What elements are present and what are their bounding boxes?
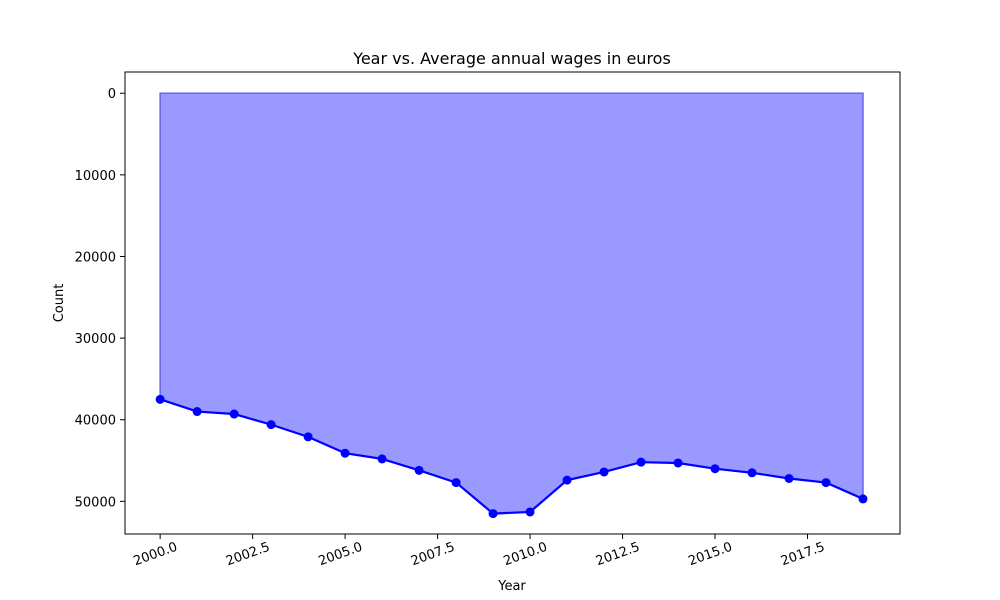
y-axis: 0 10000 20000 30000 40000 50000: [75, 87, 125, 510]
x-tick-label: 2015.0: [687, 540, 735, 570]
x-tick-label: 2012.5: [594, 540, 642, 570]
data-point: [636, 457, 646, 467]
y-tick-label: 50000: [75, 495, 116, 510]
plot-frame: [124, 71, 901, 535]
data-point: [229, 409, 239, 419]
x-axis: 2000.0 2002.5 2005.0 2007.5 2010.0 2012.5 2015…: [132, 534, 827, 569]
data-point: [340, 448, 350, 458]
data-point: [192, 407, 202, 417]
y-tick-label: 40000: [75, 414, 116, 429]
data-point: [451, 478, 461, 488]
series-line: [159, 398, 864, 515]
data-point: [784, 473, 794, 483]
data-point: [858, 494, 868, 504]
x-tick-label: 2007.5: [409, 540, 457, 570]
y-tick-label: 0: [108, 87, 116, 102]
chart-title: Year vs. Average annual wages in euros: [352, 49, 671, 68]
data-point: [747, 468, 757, 478]
data-point: [599, 467, 609, 477]
data-point: [710, 464, 720, 474]
x-tick-label: 2010.0: [502, 540, 550, 570]
y-tick-label: 30000: [75, 332, 116, 347]
area-fill: [159, 92, 864, 515]
y-tick-label: 20000: [75, 250, 116, 265]
data-point: [525, 507, 535, 517]
data-point: [488, 509, 498, 519]
data-point: [562, 475, 572, 485]
plot-area: [155, 92, 868, 519]
x-tick-label: 2002.5: [224, 540, 272, 570]
data-point: [266, 420, 276, 430]
data-point: [155, 394, 165, 404]
y-tick-label: 10000: [75, 169, 116, 184]
x-axis-label: Year: [497, 579, 526, 594]
x-tick-label: 2000.0: [132, 540, 180, 570]
data-point: [821, 478, 831, 488]
y-axis-label: Count: [52, 284, 67, 323]
x-tick-label: 2005.0: [317, 540, 365, 570]
x-tick-label: 2017.5: [779, 540, 827, 570]
data-point: [673, 458, 683, 468]
data-point: [303, 432, 313, 442]
data-point: [414, 465, 424, 475]
data-point: [377, 454, 387, 464]
